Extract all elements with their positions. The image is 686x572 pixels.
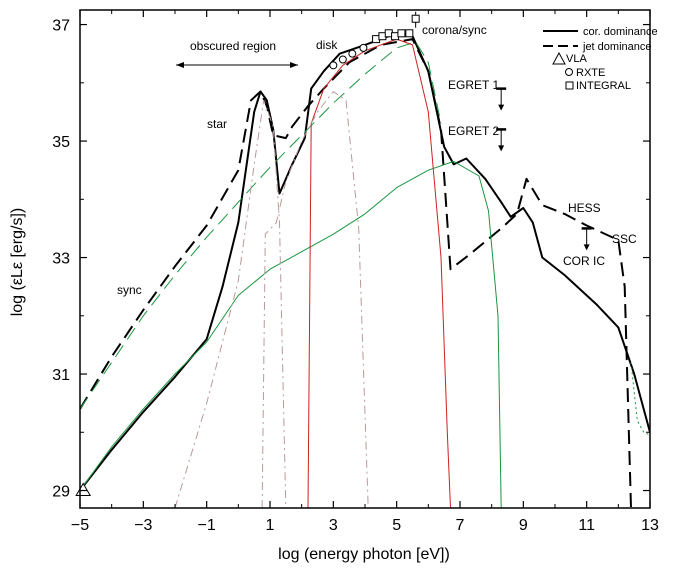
legend-label-cor: cor. dominance [583, 26, 658, 38]
legend-label-vla: VLA [566, 53, 587, 65]
x-tick-label: 11 [578, 517, 595, 534]
series-line-5 [174, 99, 287, 508]
legend-triangle-icon [552, 51, 566, 65]
annotation-corona-sync: corona/sync [422, 23, 487, 37]
integral-marker [405, 29, 414, 38]
annotation-egret1: EGRET 1 [448, 78, 499, 92]
rxte-marker [338, 55, 347, 64]
x-tick-label: 9 [519, 517, 528, 534]
x-tick-label: 7 [456, 517, 465, 534]
integral-marker [397, 29, 406, 38]
series-line-7 [630, 362, 650, 436]
series-line-1 [80, 38, 632, 508]
x-tick-label: 5 [392, 517, 401, 534]
y-axis-label: log (εLε [erg/s]) [9, 208, 26, 317]
annotation-cor-ic: COR IC [563, 254, 605, 268]
legend-square-icon [565, 81, 574, 90]
y-tick-label: 33 [52, 251, 70, 268]
hess-upper-limit-arrow [583, 244, 590, 251]
y-tick-label: 29 [52, 484, 70, 501]
y-tick-label: 31 [52, 367, 70, 384]
x-tick-label: 3 [329, 517, 338, 534]
observations-layer [75, 11, 592, 497]
egret2-upper-limit-arrow [498, 145, 505, 152]
x-tick-label: −5 [71, 517, 89, 534]
annotation-star: star [207, 117, 227, 131]
annotation-obscured-region: obscured region [190, 39, 276, 53]
y-tick-label: 35 [52, 134, 70, 151]
x-tick-label: 1 [266, 517, 275, 534]
x-tick-label: −1 [198, 517, 216, 534]
series-layer [80, 32, 650, 508]
annotation-hess: HESS [568, 201, 601, 215]
obscured-region-arrow [176, 62, 298, 68]
series-line-3 [80, 41, 442, 410]
vla-marker [75, 482, 92, 497]
series-line-4 [307, 38, 451, 508]
annotation-sync: sync [117, 283, 142, 297]
rxte-marker [348, 49, 357, 58]
annotation-disk: disk [316, 38, 338, 52]
x-tick-label: 13 [641, 517, 659, 534]
integral-marker [411, 14, 420, 23]
y-tick-label: 37 [52, 18, 70, 35]
annotation-egret2: EGRET 2 [448, 124, 499, 138]
legend: cor. dominance jet dominance VLA RXTE IN… [543, 26, 658, 92]
legend-label-jet: jet dominance [582, 41, 652, 53]
legend-label-rxte: RXTE [576, 67, 605, 79]
x-tick-label: −3 [134, 517, 152, 534]
series-line-6 [261, 91, 369, 508]
legend-circle-icon [565, 68, 573, 76]
rxte-marker [329, 61, 338, 70]
series-line-2 [80, 160, 502, 508]
legend-label-integral: INTEGRAL [576, 80, 631, 92]
annotation-ssc: SSC [612, 232, 637, 246]
rxte-marker [359, 43, 368, 52]
egret1-upper-limit-arrow [498, 104, 505, 111]
x-axis-label: log (energy photon [eV]) [278, 546, 450, 563]
